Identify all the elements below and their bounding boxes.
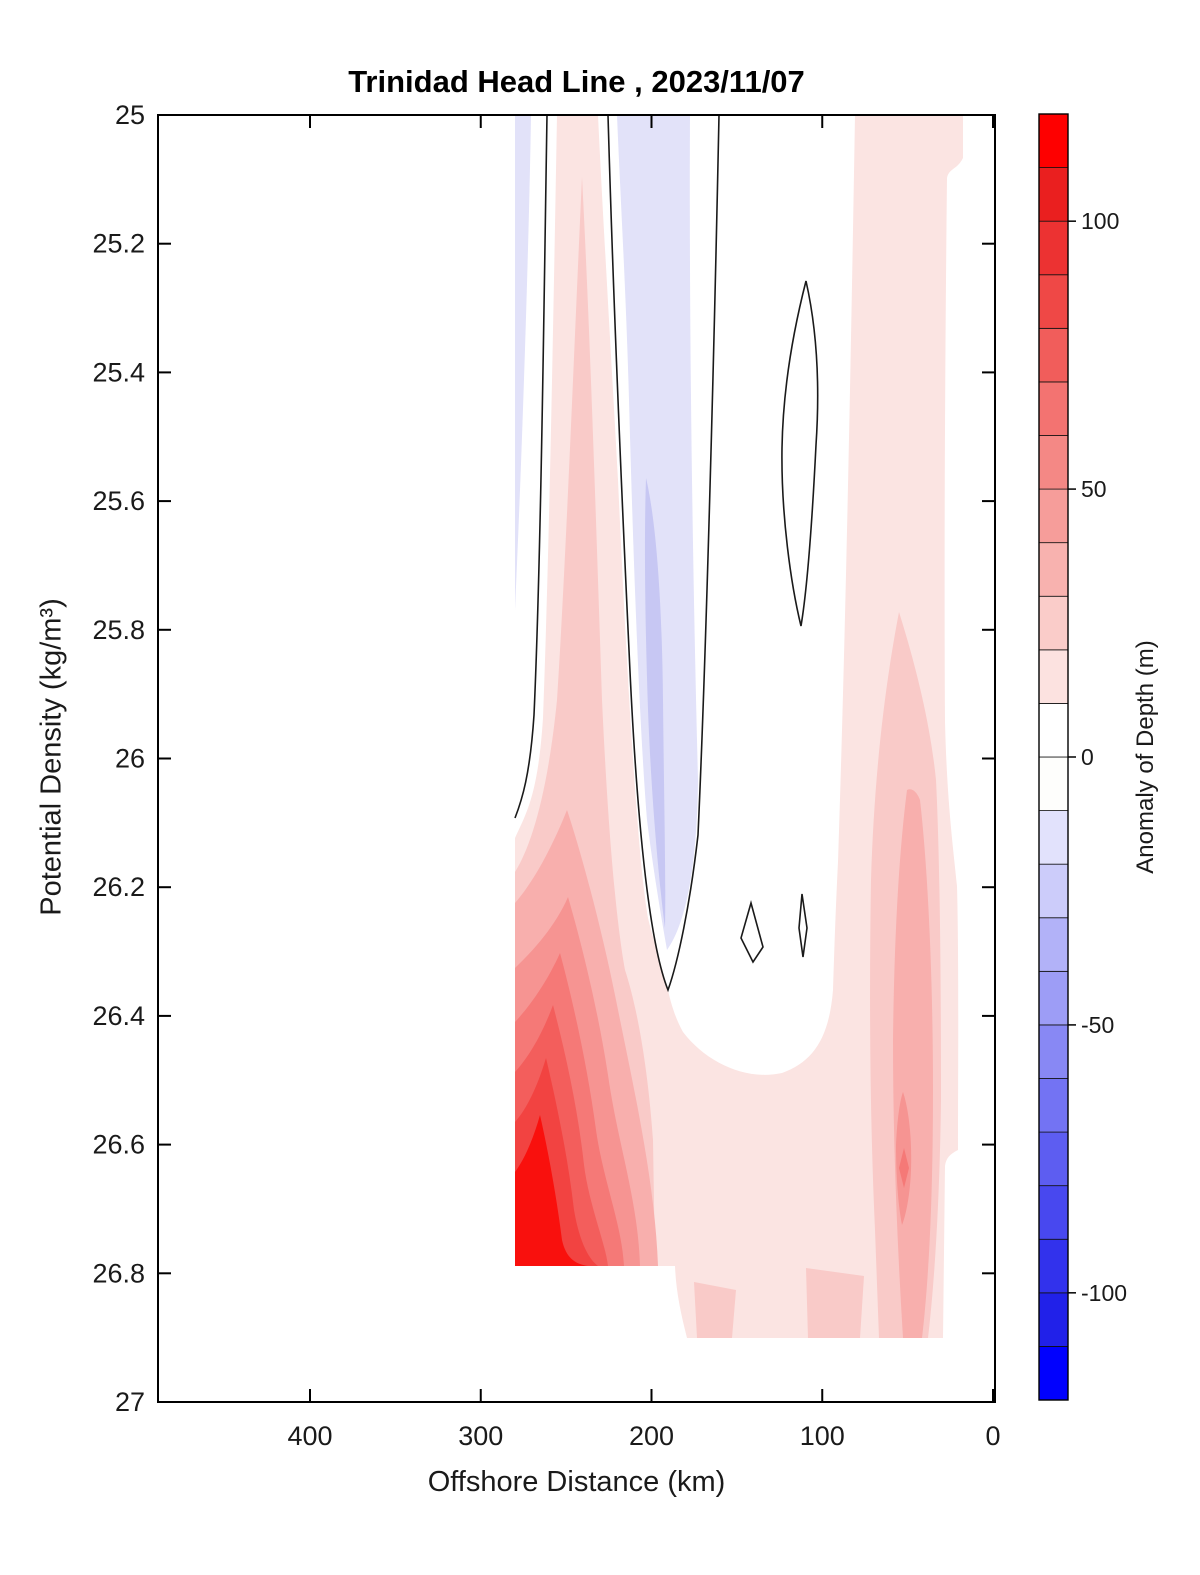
- x-tick-label-400: 400: [287, 1421, 332, 1451]
- y-tick-label-25.4: 25.4: [92, 357, 145, 387]
- zero-contour-left: [514, 115, 548, 819]
- colorbar-segment-50-to-60: [1038, 435, 1069, 490]
- colorbar-tick-label-0: 0: [1081, 744, 1094, 770]
- colorbar-segment--60-to--50: [1038, 1024, 1069, 1079]
- contour-fill-layer: [515, 115, 963, 1338]
- colorbar-segment--110-to--100: [1038, 1292, 1069, 1347]
- positive-level2-bottom-patch-b: [694, 1282, 736, 1338]
- colorbar-segment-20-to-30: [1038, 595, 1069, 651]
- colorbar-segment--30-to--20: [1038, 863, 1069, 919]
- zero-contour-center-v: [607, 115, 720, 993]
- chart-title: Trinidad Head Line , 2023/11/07: [348, 64, 805, 99]
- colorbar-segment--40-to--30: [1038, 917, 1069, 972]
- colorbar-segment-0-to-10: [1038, 703, 1069, 758]
- colorbar-segment-80-to-90: [1038, 274, 1069, 329]
- positive-level2-bottom-patch-a: [806, 1268, 864, 1338]
- x-tick-label-300: 300: [458, 1421, 503, 1451]
- colorbar-segment--50-to--40: [1038, 970, 1069, 1026]
- colorbar-segment-10-to-20: [1038, 649, 1069, 704]
- y-tick-label-26.2: 26.2: [92, 872, 145, 902]
- negative-anomaly-left-strip: [515, 115, 531, 610]
- zero-contour-layer: [514, 115, 819, 993]
- x-axis-label: Offshore Distance (km): [427, 1466, 726, 1498]
- colorbar-segment--90-to--80: [1038, 1185, 1069, 1240]
- negative-anomaly-band-level1: [617, 115, 698, 950]
- colorbar-segment--100-to--90: [1038, 1238, 1069, 1294]
- zero-contour-small-b: [798, 893, 808, 958]
- colorbar-tick-label-100: 100: [1081, 208, 1119, 234]
- colorbar-segment--10-to-0: [1038, 756, 1069, 811]
- y-tick-label-25.2: 25.2: [92, 229, 145, 259]
- x-tick-label-200: 200: [629, 1421, 674, 1451]
- colorbar-segment-70-to-80: [1038, 327, 1069, 383]
- colorbar-segment-110-to-120: [1038, 113, 1069, 168]
- negative-anomaly-band-level2: [644, 478, 666, 928]
- colorbar-segment--70-to--60: [1038, 1078, 1069, 1133]
- y-tick-label-26.4: 26.4: [92, 1001, 145, 1031]
- y-axis-label: Potential Density (kg/m³): [35, 598, 68, 916]
- y-tick-label-27: 27: [115, 1387, 145, 1417]
- positive-level8-blob: [515, 1115, 588, 1266]
- colorbar-tick-label--50: -50: [1081, 1012, 1114, 1038]
- y-tick-label-25: 25: [115, 100, 145, 130]
- colorbar-segment--20-to--10: [1038, 810, 1069, 865]
- x-tick-label-100: 100: [800, 1421, 845, 1451]
- y-tick-label-26.8: 26.8: [92, 1258, 145, 1288]
- colorbar-segment-60-to-70: [1038, 381, 1069, 436]
- colorbar-tick-label--100: -100: [1081, 1280, 1127, 1306]
- colorbar-tick-label-50: 50: [1081, 476, 1107, 502]
- y-tick-label-26: 26: [115, 744, 145, 774]
- colorbar-segment--120-to--110: [1038, 1346, 1069, 1401]
- y-tick-label-25.6: 25.6: [92, 486, 145, 516]
- colorbar-segment--80-to--70: [1038, 1131, 1069, 1187]
- colorbar-segment-30-to-40: [1038, 542, 1069, 597]
- colorbar-label: Anomaly of Depth (m): [1132, 640, 1159, 874]
- zero-contour-small-a: [740, 900, 764, 964]
- zero-contour-lens: [781, 280, 819, 627]
- colorbar-segment-40-to-50: [1038, 488, 1069, 544]
- colorbar-segment-100-to-110: [1038, 167, 1069, 222]
- colorbar-segment-90-to-100: [1038, 220, 1069, 276]
- x-tick-label-0: 0: [985, 1421, 1000, 1451]
- y-tick-label-26.6: 26.6: [92, 1130, 145, 1160]
- positive-level5-right-spot: [899, 1148, 909, 1188]
- y-tick-label-25.8: 25.8: [92, 615, 145, 645]
